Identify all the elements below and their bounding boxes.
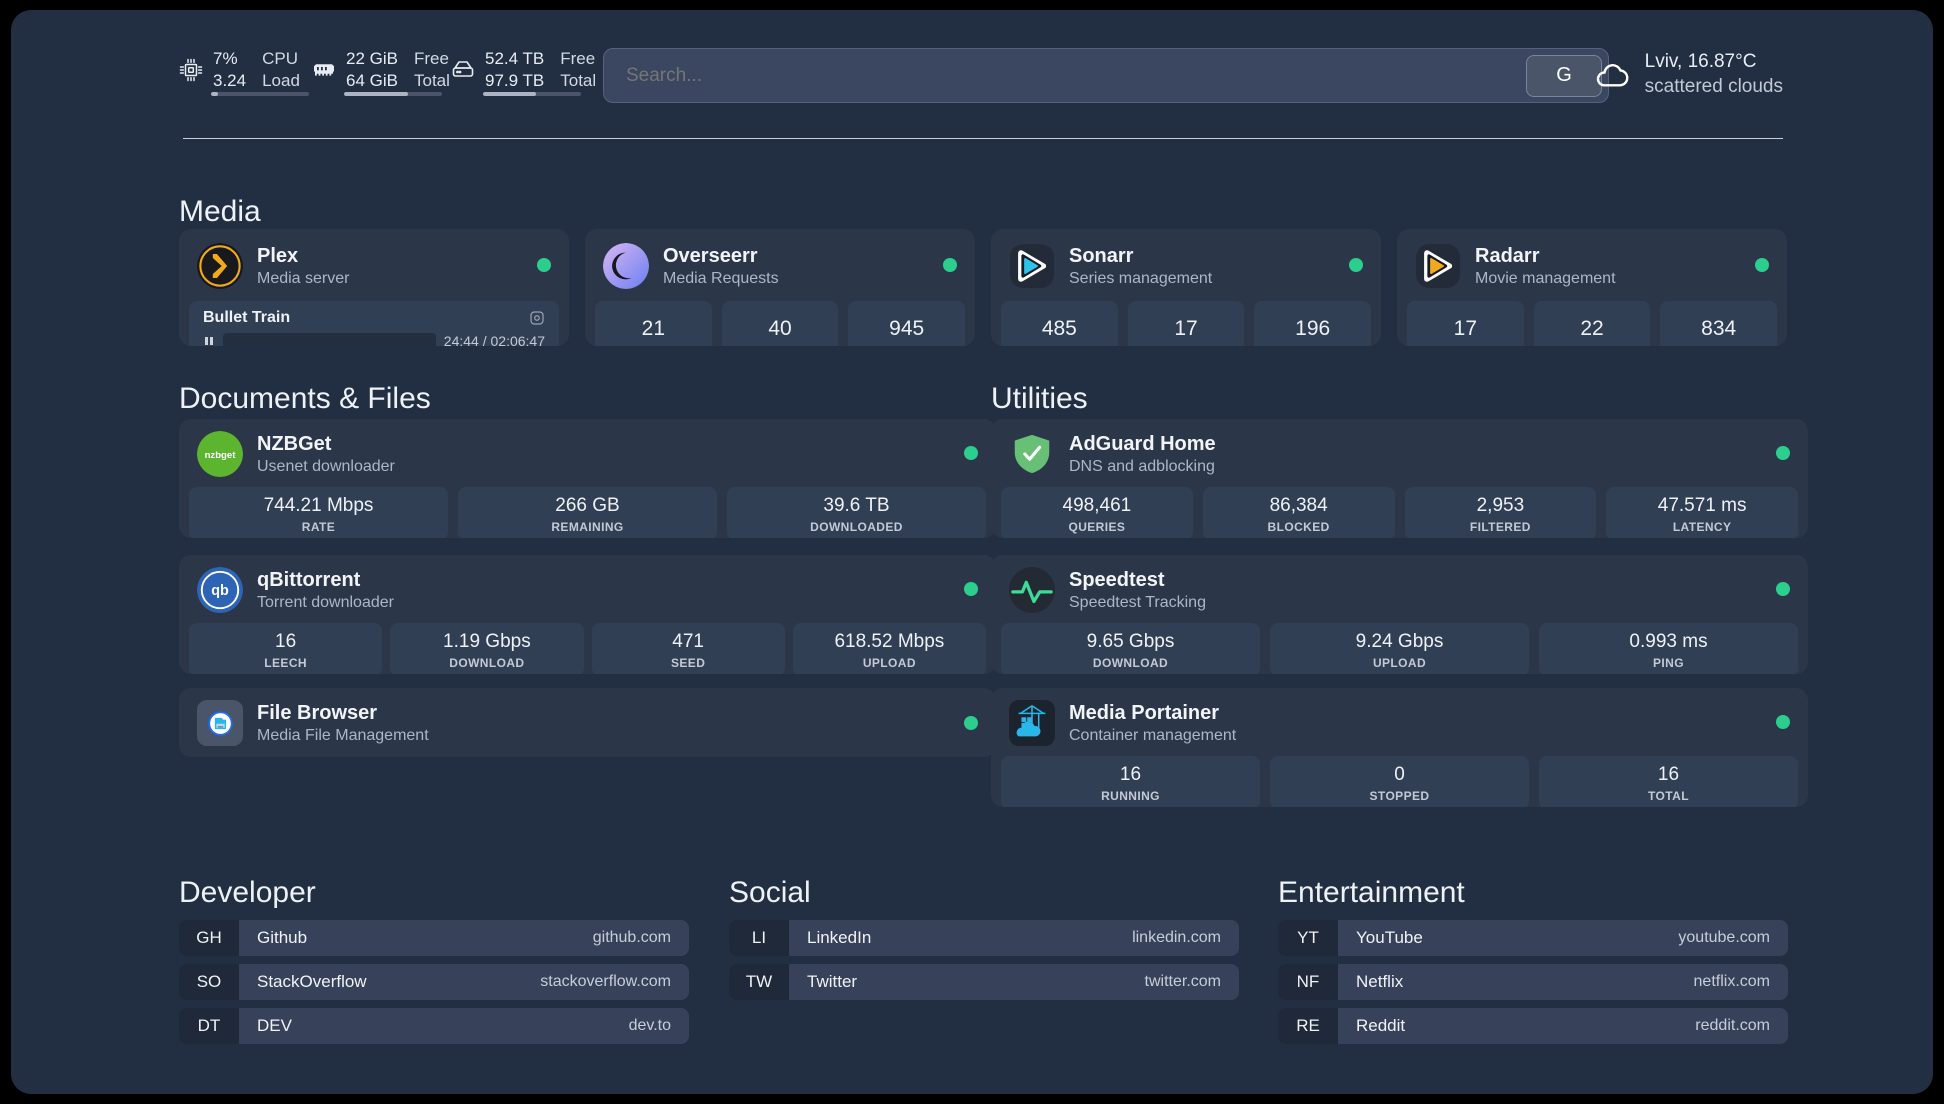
svg-text:qb: qb bbox=[211, 583, 229, 599]
svg-text:nzbget: nzbget bbox=[205, 450, 237, 461]
